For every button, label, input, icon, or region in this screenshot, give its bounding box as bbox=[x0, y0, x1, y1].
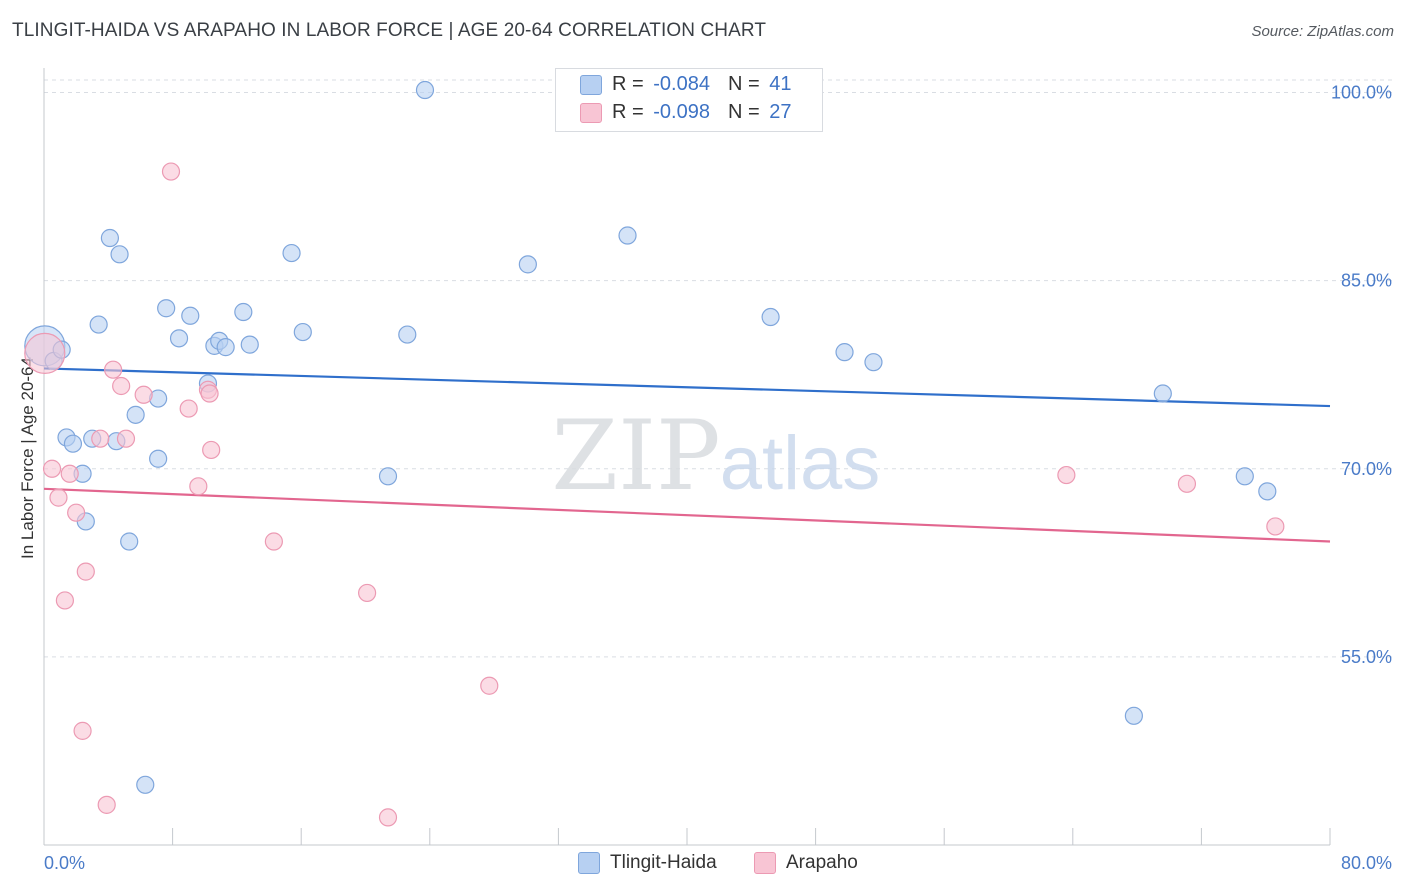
point-arapaho[interactable] bbox=[76, 562, 95, 581]
point-arapaho[interactable] bbox=[480, 676, 499, 695]
point-tlingit-haida[interactable] bbox=[864, 353, 883, 372]
point-tlingit-haida[interactable] bbox=[120, 532, 139, 551]
point-tlingit-haida[interactable] bbox=[1235, 467, 1254, 486]
legend-n-label: N = bbox=[727, 101, 766, 123]
point-arapaho[interactable] bbox=[73, 721, 92, 740]
point-arapaho[interactable] bbox=[116, 429, 136, 448]
source-label: Source: ZipAtlas.com bbox=[1251, 23, 1394, 40]
point-tlingit-haida[interactable] bbox=[415, 80, 435, 100]
point-tlingit-haida[interactable] bbox=[216, 338, 235, 357]
point-tlingit-haida[interactable] bbox=[63, 434, 83, 453]
point-tlingit-haida[interactable] bbox=[240, 335, 259, 354]
point-tlingit-haida[interactable] bbox=[1153, 384, 1172, 403]
point-tlingit-haida[interactable] bbox=[110, 245, 129, 264]
legend-label-tlingit-haida: Tlingit-Haida bbox=[610, 852, 717, 874]
watermark-atlas: atlas bbox=[720, 421, 881, 506]
watermark-zip: ZIP bbox=[551, 400, 720, 512]
point-arapaho[interactable] bbox=[179, 399, 198, 418]
point-tlingit-haida[interactable] bbox=[1124, 706, 1143, 725]
point-tlingit-haida[interactable] bbox=[1258, 482, 1277, 501]
watermark: ZIP atlas bbox=[551, 400, 880, 512]
legend-r-value: -0.084 bbox=[653, 73, 710, 95]
y-tick-label: 85.0% bbox=[1341, 271, 1392, 291]
point-tlingit-haida[interactable] bbox=[100, 228, 120, 248]
point-arapaho[interactable] bbox=[161, 162, 181, 181]
point-arapaho[interactable] bbox=[1177, 474, 1197, 493]
point-arapaho[interactable] bbox=[104, 360, 123, 379]
point-tlingit-haida[interactable] bbox=[398, 325, 417, 344]
point-arapaho[interactable] bbox=[60, 464, 79, 483]
point-tlingit-haida[interactable] bbox=[282, 243, 301, 263]
legend-item-arapaho[interactable]: Arapaho bbox=[754, 852, 858, 874]
legend-r-value: -0.098 bbox=[653, 101, 710, 123]
legend-row-tlingit-haida: R = -0.084 N = 41 bbox=[580, 73, 791, 101]
point-tlingit-haida[interactable] bbox=[618, 226, 637, 245]
point-arapaho[interactable] bbox=[378, 808, 398, 827]
y-tick-label: 100.0% bbox=[1331, 83, 1392, 103]
point-arapaho[interactable] bbox=[1057, 465, 1076, 485]
trend-line-arapaho bbox=[43, 487, 1331, 543]
point-arapaho[interactable] bbox=[134, 385, 153, 404]
point-tlingit-haida[interactable] bbox=[293, 322, 312, 342]
legend-r-label: R = bbox=[612, 101, 650, 123]
point-arapaho[interactable] bbox=[112, 376, 131, 396]
point-arapaho[interactable] bbox=[91, 429, 110, 448]
point-arapaho[interactable] bbox=[200, 384, 219, 403]
point-arapaho[interactable] bbox=[202, 440, 221, 460]
y-tick-label: 55.0% bbox=[1341, 647, 1392, 667]
point-tlingit-haida[interactable] bbox=[234, 302, 253, 322]
stats-legend: R = -0.084 N = 41 R = -0.098 N = 27 bbox=[555, 68, 823, 132]
point-arapaho[interactable] bbox=[55, 591, 74, 610]
legend-n-value: 27 bbox=[769, 101, 792, 123]
chart-title: TLINGIT-HAIDA VS ARAPAHO IN LABOR FORCE … bbox=[12, 20, 767, 41]
point-arapaho[interactable] bbox=[1266, 517, 1285, 536]
y-tick-label: 70.0% bbox=[1341, 459, 1392, 479]
x-tick-label: 80.0% bbox=[1341, 853, 1392, 873]
point-tlingit-haida[interactable] bbox=[149, 449, 168, 468]
axes bbox=[43, 68, 1331, 846]
legend-swatch-blue bbox=[578, 852, 600, 874]
data-points bbox=[24, 80, 1285, 827]
legend-item-tlingit-haida[interactable]: Tlingit-Haida bbox=[578, 852, 717, 874]
point-arapaho[interactable] bbox=[264, 532, 283, 551]
point-arapaho[interactable] bbox=[189, 477, 208, 496]
point-tlingit-haida[interactable] bbox=[835, 343, 854, 362]
point-tlingit-haida[interactable] bbox=[181, 306, 200, 325]
legend-swatch-blue bbox=[580, 74, 602, 95]
tick-labels: 55.0% 70.0% 85.0% 100.0% 0.0% 80.0% bbox=[44, 83, 1392, 873]
gridlines bbox=[44, 79, 1392, 658]
legend-swatch-pink bbox=[580, 102, 602, 123]
point-arapaho[interactable] bbox=[42, 459, 62, 478]
point-tlingit-haida[interactable] bbox=[761, 307, 780, 327]
point-arapaho[interactable] bbox=[67, 503, 86, 522]
point-tlingit-haida[interactable] bbox=[126, 405, 145, 424]
legend-label-arapaho: Arapaho bbox=[786, 852, 858, 874]
point-tlingit-haida[interactable] bbox=[136, 775, 155, 794]
legend-swatch-pink bbox=[754, 852, 776, 874]
point-arapaho[interactable] bbox=[97, 795, 116, 814]
series-legend: Tlingit-Haida Arapaho bbox=[0, 852, 1406, 878]
legend-r-label: R = bbox=[612, 73, 650, 95]
point-arapaho[interactable] bbox=[358, 583, 377, 603]
legend-n-label: N = bbox=[727, 73, 766, 95]
trend-line-tlingit-haida bbox=[43, 367, 1331, 408]
x-tick-label: 0.0% bbox=[44, 853, 85, 873]
point-arapaho[interactable] bbox=[49, 488, 68, 507]
trend-lines bbox=[43, 367, 1331, 543]
point-tlingit-haida[interactable] bbox=[518, 255, 537, 274]
legend-n-value: 41 bbox=[769, 73, 792, 95]
legend-row-arapaho: R = -0.098 N = 27 bbox=[580, 101, 791, 129]
point-tlingit-haida[interactable] bbox=[169, 329, 189, 348]
point-tlingit-haida[interactable] bbox=[157, 299, 176, 318]
point-tlingit-haida[interactable] bbox=[89, 315, 108, 334]
point-arapaho[interactable] bbox=[24, 332, 66, 374]
point-tlingit-haida[interactable] bbox=[378, 467, 398, 486]
